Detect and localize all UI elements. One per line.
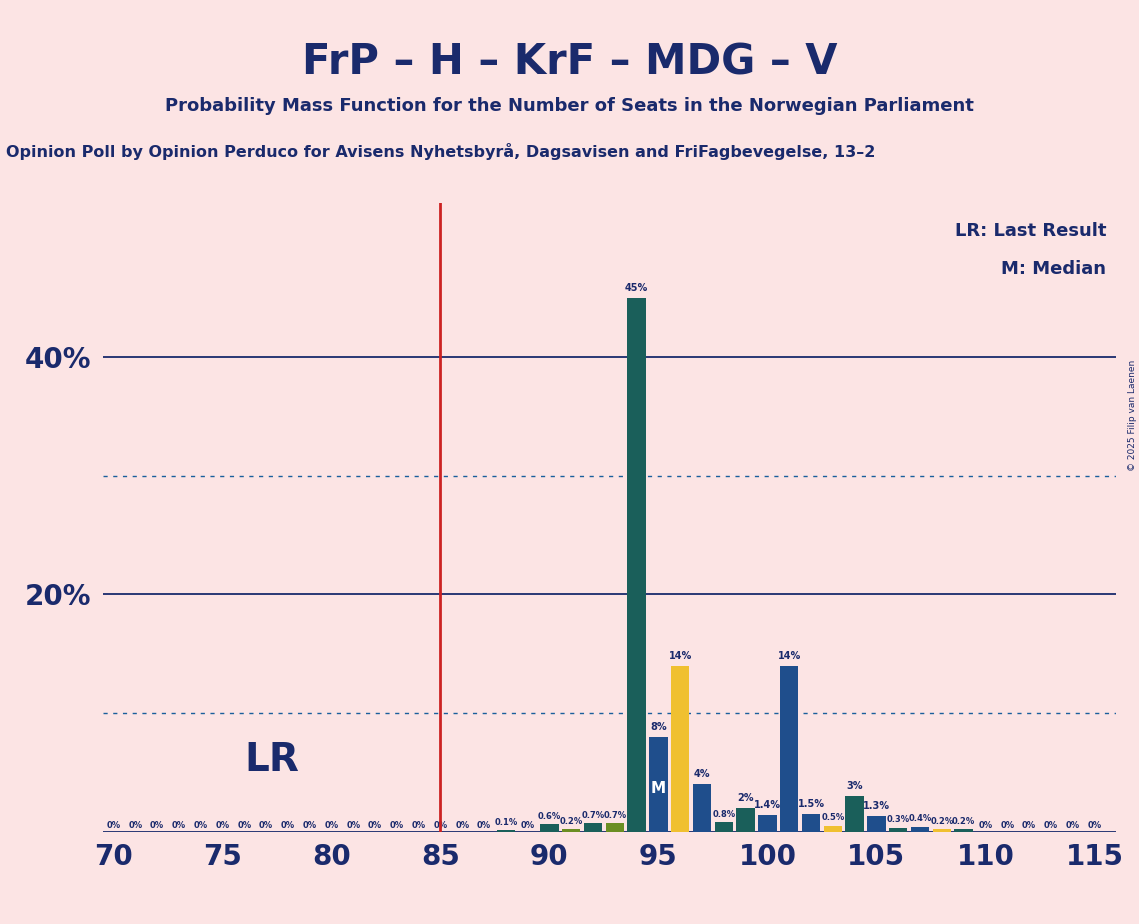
Text: 0%: 0% [1022, 821, 1036, 831]
Text: 0%: 0% [259, 821, 273, 831]
Bar [933, 829, 951, 832]
Text: 0%: 0% [106, 821, 121, 831]
Text: FrP – H – KrF – MDG – V: FrP – H – KrF – MDG – V [302, 42, 837, 83]
Text: 0%: 0% [1000, 821, 1015, 831]
Text: 0%: 0% [129, 821, 142, 831]
Text: 0%: 0% [1043, 821, 1058, 831]
Bar [497, 831, 515, 832]
Bar [911, 827, 929, 832]
Bar [759, 815, 777, 832]
Text: 0%: 0% [303, 821, 317, 831]
Text: 0%: 0% [150, 821, 164, 831]
Text: 4%: 4% [694, 770, 711, 780]
Text: 45%: 45% [625, 284, 648, 294]
Text: 0%: 0% [215, 821, 229, 831]
Text: M: Median: M: Median [1001, 260, 1106, 278]
Text: © 2025 Filip van Laenen: © 2025 Filip van Laenen [1128, 360, 1137, 471]
Text: 14%: 14% [669, 650, 691, 661]
Text: LR: Last Result: LR: Last Result [954, 222, 1106, 240]
Text: 0.1%: 0.1% [494, 818, 517, 827]
Text: Opinion Poll by Opinion Perduco for Avisens Nyhetsbyrå, Dagsavisen and FriFagbev: Opinion Poll by Opinion Perduco for Avis… [6, 143, 875, 160]
Bar [693, 784, 711, 832]
Text: 2%: 2% [737, 793, 754, 803]
Text: 0%: 0% [346, 821, 360, 831]
Bar [671, 665, 689, 832]
Bar [802, 814, 820, 832]
Text: 0%: 0% [477, 821, 491, 831]
Text: 0%: 0% [368, 821, 382, 831]
Bar [562, 829, 581, 832]
Text: 0%: 0% [390, 821, 404, 831]
Text: 0%: 0% [433, 821, 448, 831]
Text: 0.2%: 0.2% [952, 817, 975, 826]
Bar [867, 816, 886, 832]
Bar [736, 808, 755, 832]
Bar [888, 828, 908, 832]
Text: 0.6%: 0.6% [538, 812, 562, 821]
Text: 0%: 0% [521, 821, 534, 831]
Bar [823, 826, 842, 832]
Text: 0.7%: 0.7% [581, 810, 605, 820]
Text: 0.4%: 0.4% [909, 814, 932, 823]
Text: 0%: 0% [411, 821, 426, 831]
Text: LR: LR [244, 741, 300, 780]
Text: 0.7%: 0.7% [604, 810, 626, 820]
Text: 1.5%: 1.5% [797, 799, 825, 809]
Text: 0%: 0% [325, 821, 338, 831]
Text: 3%: 3% [846, 782, 863, 791]
Text: 0%: 0% [1088, 821, 1101, 831]
Text: 1.4%: 1.4% [754, 800, 781, 810]
Bar [649, 736, 667, 832]
Bar [780, 665, 798, 832]
Text: 0.3%: 0.3% [886, 816, 910, 824]
Bar [628, 298, 646, 832]
Bar [540, 824, 558, 832]
Text: 0%: 0% [456, 821, 469, 831]
Text: 0%: 0% [280, 821, 295, 831]
Text: 0%: 0% [172, 821, 186, 831]
Bar [714, 822, 734, 832]
Text: 0.5%: 0.5% [821, 813, 844, 822]
Text: 0%: 0% [237, 821, 252, 831]
Text: 1.3%: 1.3% [863, 801, 890, 811]
Text: 0%: 0% [978, 821, 992, 831]
Bar [845, 796, 863, 832]
Text: 0%: 0% [1066, 821, 1080, 831]
Bar [954, 829, 973, 832]
Text: M: M [650, 782, 666, 796]
Text: 8%: 8% [650, 722, 666, 732]
Text: 0%: 0% [194, 821, 207, 831]
Text: 14%: 14% [778, 650, 801, 661]
Bar [584, 823, 603, 832]
Text: 0.8%: 0.8% [712, 809, 736, 819]
Text: Probability Mass Function for the Number of Seats in the Norwegian Parliament: Probability Mass Function for the Number… [165, 97, 974, 115]
Text: 0.2%: 0.2% [931, 817, 953, 826]
Bar [606, 823, 624, 832]
Text: 0.2%: 0.2% [559, 817, 583, 826]
